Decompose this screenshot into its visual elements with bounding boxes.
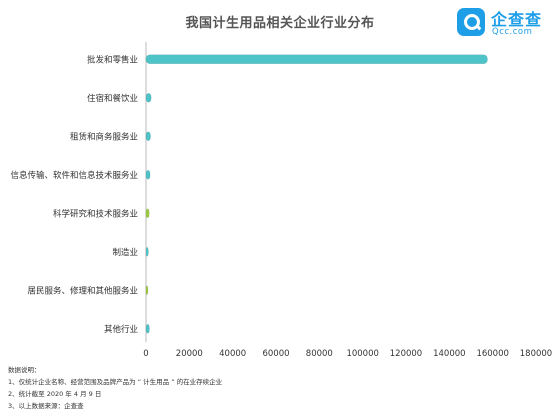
bar-4 (145, 208, 150, 219)
bar-7 (145, 323, 150, 334)
x-tick-label-8: 160000 (476, 349, 508, 359)
x-tick-label-5: 100000 (346, 349, 378, 359)
category-label-3: 信息传输、软件和信息技术服务业 (10, 170, 138, 181)
category-label-7: 其他行业 (104, 324, 138, 335)
x-tick-label-1: 20000 (176, 349, 203, 359)
bars-group (145, 54, 488, 334)
bar-1 (145, 92, 152, 103)
x-tick-labels: 0 20000 40000 60000 80000 100000 120000 140000 1… (143, 349, 552, 359)
bar-2 (145, 131, 151, 142)
bar-0 (145, 54, 488, 65)
chart-title: 我国计生用品相关企业行业分布 (185, 16, 375, 31)
data-notes: 数据说明： 1、仅统计企业名称、经营范围及品牌产品为 “ 计生用品 ” 的在业存… (8, 364, 222, 412)
x-tick-label-9: 180000 (520, 349, 552, 359)
bar-6 (145, 285, 149, 296)
notes-heading: 数据说明： (8, 366, 41, 374)
x-tick-label-4: 80000 (306, 349, 333, 359)
notes-line-2: 2、统计截至 2020 年 4 月 9 日 (8, 390, 102, 398)
notes-line-3: 3、以上数据来源：企查查 (8, 402, 84, 410)
category-label-4: 科学研究和技术服务业 (53, 208, 138, 219)
bar-5 (145, 246, 149, 257)
logo-subtitle: Qcc.com (492, 27, 533, 37)
category-label-2: 租赁和商务服务业 (70, 131, 138, 142)
x-tick-label-7: 140000 (433, 349, 465, 359)
x-tick-label-2: 40000 (219, 349, 246, 359)
bar-3 (145, 169, 151, 180)
category-label-5: 制造业 (112, 247, 138, 258)
magnifier-logo-icon (457, 8, 485, 36)
logo-name: 企查查 (491, 10, 543, 29)
qcc-logo: 企查查 Qcc.com (457, 6, 557, 40)
x-tick-label-0: 0 (143, 349, 148, 359)
x-tick-label-3: 60000 (262, 349, 289, 359)
category-label-6: 居民服务、修理和其他服务业 (27, 285, 138, 296)
category-labels: 批发和零售业住宿和餐饮业租赁和商务服务业信息传输、软件和信息技术服务业科学研究和… (10, 54, 138, 335)
notes-line-1: 1、仅统计企业名称、经营范围及品牌产品为 “ 计生用品 ” 的在业存续企业 (8, 378, 223, 386)
category-label-1: 住宿和餐饮业 (87, 93, 138, 104)
x-tick-label-6: 120000 (390, 349, 422, 359)
category-label-0: 批发和零售业 (87, 54, 138, 65)
